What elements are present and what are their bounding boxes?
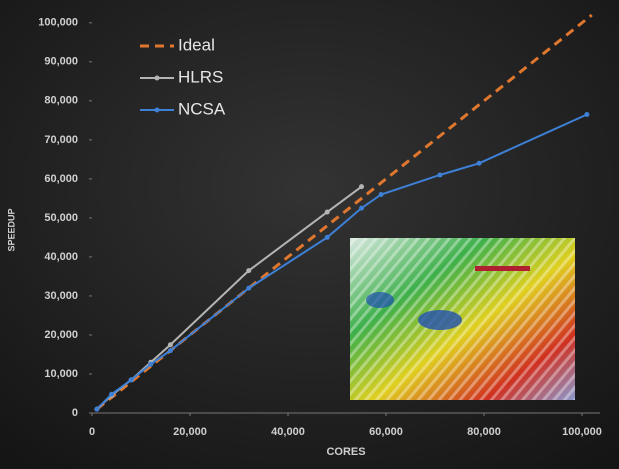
y-axis-title: SPEEDUP: [6, 208, 16, 251]
chart: CORES SPEEDUP 0 10,000 20,000 30,000 40,000 5…: [0, 0, 619, 469]
legend-label: NCSA: [178, 99, 226, 118]
y-tick-label: 80,000: [44, 95, 78, 107]
data-point: [168, 348, 173, 353]
x-tick-label: 60,000: [369, 426, 403, 438]
data-point: [437, 172, 442, 177]
x-tick-label: 0: [89, 426, 95, 438]
data-point: [148, 362, 153, 367]
x-tick-label: 40,000: [271, 426, 305, 438]
legend-marker: [155, 76, 160, 81]
y-tick-label: 70,000: [44, 134, 78, 146]
data-point: [94, 407, 99, 412]
y-tick-label: 0: [72, 407, 78, 419]
data-point: [359, 206, 364, 211]
y-tick-label: 100,000: [38, 17, 78, 29]
data-point: [246, 286, 251, 291]
x-tick-label: 80,000: [467, 426, 501, 438]
y-tick-label: 50,000: [44, 212, 78, 224]
y-tick-label: 20,000: [44, 329, 78, 341]
data-point: [109, 392, 114, 397]
x-tick-label: 100,000: [562, 426, 602, 438]
data-point: [325, 235, 330, 240]
inset-image: [350, 238, 575, 400]
y-tick-label: 90,000: [44, 56, 78, 68]
data-point: [168, 342, 173, 347]
data-point: [129, 377, 134, 382]
data-point: [325, 210, 330, 215]
x-axis-title: CORES: [326, 446, 365, 458]
y-tick-label: 10,000: [44, 368, 78, 380]
y-tick-label: 30,000: [44, 290, 78, 302]
legend-label: Ideal: [178, 35, 215, 54]
y-tick-label: 40,000: [44, 251, 78, 263]
legend-label: HLRS: [178, 67, 223, 86]
data-point: [477, 161, 482, 166]
legend-marker: [155, 108, 160, 113]
y-tick-label: 60,000: [44, 173, 78, 185]
data-point: [359, 184, 364, 189]
data-point: [584, 112, 589, 117]
data-point: [246, 268, 251, 273]
x-tick-label: 20,000: [173, 426, 207, 438]
data-point: [379, 192, 384, 197]
